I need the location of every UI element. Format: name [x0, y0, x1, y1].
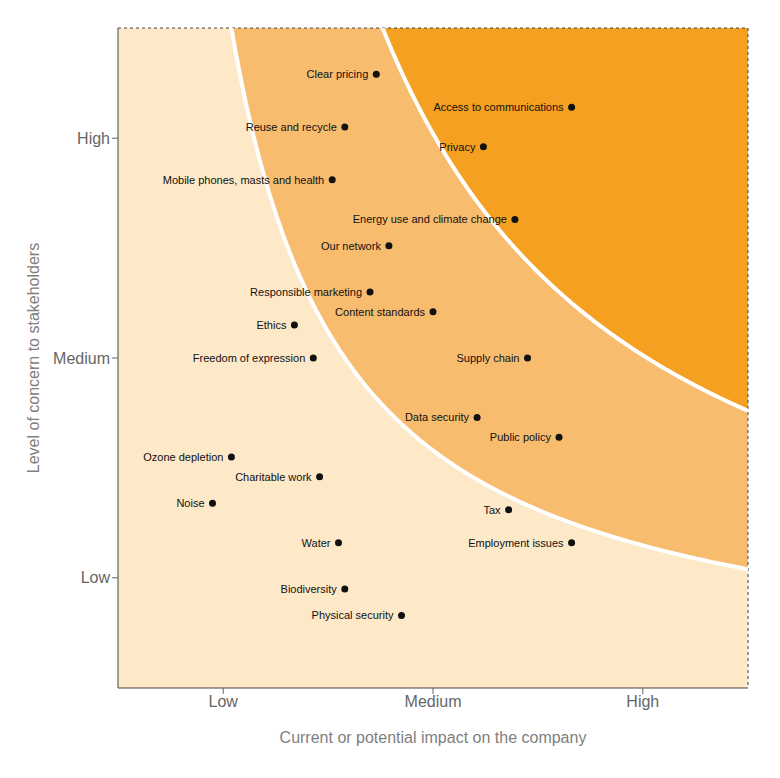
svg-text:Public policy: Public policy — [490, 431, 552, 443]
svg-text:Biodiversity: Biodiversity — [281, 583, 338, 595]
svg-text:Our network: Our network — [321, 240, 381, 252]
svg-text:Content standards: Content standards — [335, 306, 425, 318]
svg-text:Low: Low — [209, 693, 239, 710]
svg-text:Ethics: Ethics — [256, 319, 286, 331]
svg-text:Data security: Data security — [405, 411, 470, 423]
svg-text:Level of concern to stakeholde: Level of concern to stakeholders — [25, 243, 42, 473]
svg-text:Tax: Tax — [483, 504, 501, 516]
svg-text:Mobile phones, masts and healt: Mobile phones, masts and health — [163, 174, 324, 186]
svg-text:Water: Water — [302, 537, 331, 549]
svg-text:Ozone depletion: Ozone depletion — [143, 451, 223, 463]
svg-text:Charitable work: Charitable work — [235, 471, 312, 483]
svg-text:Current or potential impact on: Current or potential impact on the compa… — [280, 729, 587, 746]
svg-text:Responsible marketing: Responsible marketing — [250, 286, 362, 298]
svg-text:Medium: Medium — [53, 350, 110, 367]
svg-text:Access to communications: Access to communications — [433, 101, 564, 113]
svg-text:Supply chain: Supply chain — [457, 352, 520, 364]
svg-text:Reuse and recycle: Reuse and recycle — [246, 121, 337, 133]
svg-text:Privacy: Privacy — [439, 141, 476, 153]
svg-text:Energy use and climate change: Energy use and climate change — [353, 213, 507, 225]
svg-text:High: High — [77, 130, 110, 147]
svg-text:Clear pricing: Clear pricing — [307, 68, 369, 80]
svg-text:Freedom of expression: Freedom of expression — [193, 352, 306, 364]
svg-text:Physical security: Physical security — [312, 609, 394, 621]
svg-text:Noise: Noise — [176, 497, 204, 509]
svg-text:Employment issues: Employment issues — [468, 537, 564, 549]
svg-text:Low: Low — [81, 569, 111, 586]
svg-text:High: High — [626, 693, 659, 710]
svg-text:Medium: Medium — [405, 693, 462, 710]
